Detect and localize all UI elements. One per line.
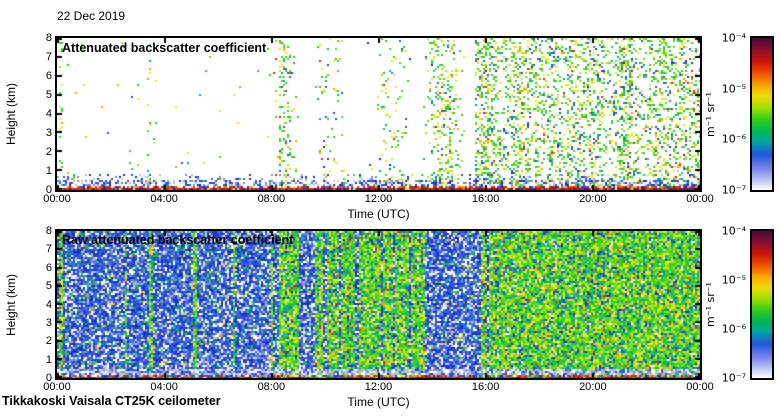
y-tick-label: 0 — [45, 184, 52, 196]
x-tick-label: 08:00 — [257, 381, 286, 393]
y-tick-label: 1 — [45, 353, 52, 366]
y-tick-label: 5 — [45, 89, 52, 101]
y-tick-label: 0 — [45, 372, 52, 384]
x-axis-label-top: Time (UTC) — [347, 207, 410, 221]
cb-tick-label: 10⁻⁷ — [721, 183, 746, 197]
y-axis-ticks-top: 8 7 6 5 4 3 2 1 0 — [34, 32, 52, 196]
x-tick-label: 12:00 — [364, 193, 393, 205]
cb-tick-label: 10⁻⁵ — [721, 82, 746, 96]
y-tick-label: 6 — [45, 70, 52, 82]
y-tick-label: 5 — [45, 280, 52, 293]
cb-tick-label: 10⁻⁷ — [721, 371, 746, 385]
y-tick-label: 8 — [45, 32, 52, 44]
cb-tick-label: 10⁻⁶ — [721, 132, 746, 146]
x-tick-label: 20:00 — [579, 193, 607, 205]
x-tick-label: 04:00 — [150, 381, 178, 393]
y-tick-label: 3 — [45, 127, 52, 139]
colorbar-bottom — [750, 229, 774, 380]
x-tick-label: 20:00 — [579, 381, 607, 393]
colorbar-unit-label-top: m⁻¹ sr⁻¹ — [703, 91, 717, 137]
cb-tick-label: 10⁻⁵ — [721, 273, 746, 287]
colorbar-ticks-top: 10⁻⁴ 10⁻⁵ 10⁻⁶ 10⁻⁷ — [700, 32, 746, 197]
date-label: 22 Dec 2019 — [57, 9, 126, 23]
y-tick-label: 4 — [45, 298, 52, 311]
x-tick-label: 08:00 — [257, 193, 286, 205]
x-tick-label: 16:00 — [471, 193, 500, 205]
y-tick-label: 7 — [45, 51, 52, 63]
heatmap-canvas-attenuated — [55, 36, 702, 192]
x-axis-ticks-bottom: 00:00 04:00 08:00 12:00 16:00 20:00 00:00 — [43, 381, 714, 394]
y-tick-label: 8 — [45, 225, 52, 237]
y-tick-label: 7 — [45, 243, 52, 256]
x-tick-label: 00:00 — [686, 193, 714, 205]
y-axis-ticks-bottom: 8 7 6 5 4 3 2 1 0 — [34, 225, 52, 384]
y-tick-label: 3 — [45, 316, 52, 329]
plot-title-attenuated: Attenuated backscatter coefficient — [62, 41, 267, 55]
cb-tick-label: 10⁻⁴ — [721, 224, 746, 238]
x-axis-label-bottom: Time (UTC) — [347, 395, 410, 409]
y-tick-label: 1 — [45, 165, 52, 177]
x-tick-label: 00:00 — [43, 381, 71, 393]
x-tick-label: 04:00 — [150, 193, 178, 205]
x-tick-label: 00:00 — [686, 381, 714, 393]
footer-caption: Tikkakoski Vaisala CT25K ceilometer — [2, 394, 221, 408]
y-tick-label: 2 — [45, 146, 52, 158]
colorbar-top — [750, 36, 774, 192]
x-tick-label: 00:00 — [43, 193, 71, 205]
cb-tick-label: 10⁻⁴ — [721, 31, 746, 45]
plot-title-raw: Raw attenuated backscatter coefficient — [62, 233, 294, 247]
cb-tick-label: 10⁻⁶ — [721, 322, 746, 336]
y-tick-label: 2 — [45, 335, 52, 348]
colorbar-ticks-bottom: 10⁻⁴ 10⁻⁵ 10⁻⁶ 10⁻⁷ — [700, 225, 746, 385]
y-axis-label-bottom: Height (km) — [4, 273, 19, 336]
y-tick-label: 6 — [45, 261, 52, 274]
x-axis-ticks-top: 00:00 04:00 08:00 12:00 16:00 20:00 00:00 — [43, 193, 714, 206]
x-tick-label: 16:00 — [471, 381, 500, 393]
y-tick-label: 4 — [45, 108, 52, 120]
heatmap-canvas-raw — [55, 229, 702, 380]
x-tick-label: 12:00 — [364, 381, 393, 393]
y-axis-label-top: Height (km) — [4, 82, 19, 146]
colorbar-unit-label-bottom: m⁻¹ sr⁻¹ — [703, 282, 717, 327]
